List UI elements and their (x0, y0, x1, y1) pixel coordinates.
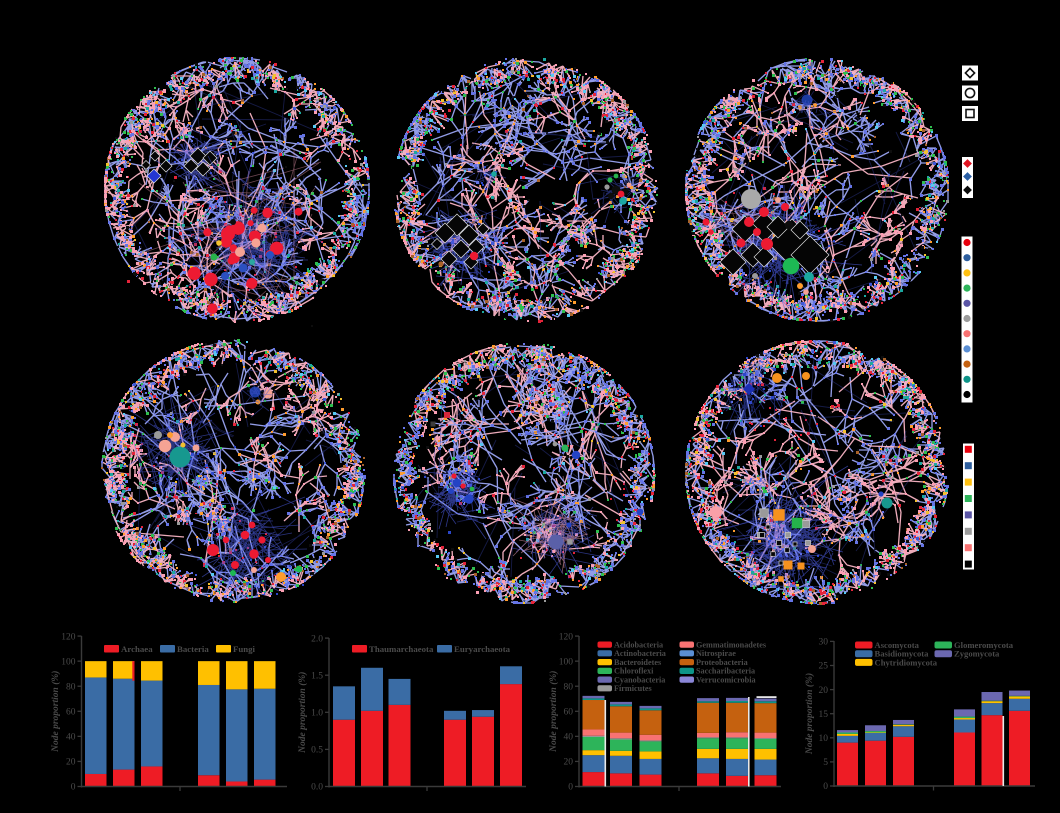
svg-text:60: 60 (66, 707, 76, 717)
svg-text:120: 120 (61, 632, 76, 642)
svg-text:120: 120 (559, 632, 574, 642)
svg-text:15: 15 (819, 710, 829, 720)
svg-text:Nitrospirae: Nitrospirae (696, 649, 736, 658)
svg-text:80: 80 (564, 682, 574, 692)
svg-text:Cyanobacteria: Cyanobacteria (614, 675, 665, 684)
svg-text:Archaea: Archaea (121, 644, 153, 654)
svg-text:0: 0 (823, 782, 828, 792)
svg-text:0: 0 (71, 783, 76, 793)
svg-text:30: 30 (819, 638, 829, 648)
svg-text:5: 5 (823, 758, 828, 768)
svg-text:20: 20 (66, 758, 76, 768)
svg-text:Gemmatimonadetes: Gemmatimonadetes (696, 640, 766, 649)
svg-text:20: 20 (564, 758, 574, 768)
svg-text:Glomeromycota: Glomeromycota (954, 640, 1014, 650)
svg-text:Basidiomycota: Basidiomycota (875, 649, 930, 659)
svg-text:40: 40 (564, 733, 574, 743)
svg-text:Node proportion (%): Node proportion (%) (297, 672, 308, 754)
svg-text:Firmicutes: Firmicutes (614, 684, 652, 693)
svg-text:100: 100 (61, 657, 76, 667)
svg-text:Acidobacteria: Acidobacteria (614, 640, 663, 649)
svg-text:Fungi: Fungi (233, 644, 256, 654)
svg-text:Node proportion (%): Node proportion (%) (548, 671, 559, 753)
svg-text:0.5: 0.5 (311, 746, 323, 756)
svg-text:1.0: 1.0 (311, 709, 323, 719)
svg-text:Zygomycota: Zygomycota (954, 649, 1000, 659)
svg-text:Euryarchaeota: Euryarchaeota (454, 644, 511, 654)
svg-text:Ascomycota: Ascomycota (875, 640, 920, 650)
svg-text:2.0: 2.0 (311, 634, 323, 644)
svg-text:Node proportion (%): Node proportion (%) (804, 673, 815, 755)
svg-text:0: 0 (568, 783, 573, 793)
svg-text:Chloroflexi: Chloroflexi (614, 667, 654, 676)
svg-text:0.0: 0.0 (311, 783, 323, 793)
svg-text:100: 100 (559, 657, 574, 667)
svg-text:Actinobacteria: Actinobacteria (614, 649, 666, 658)
svg-text:Thaumarchaeota: Thaumarchaeota (369, 644, 434, 654)
svg-text:Chytridiomycota: Chytridiomycota (875, 657, 938, 667)
svg-text:40: 40 (66, 733, 76, 743)
svg-text:25: 25 (819, 662, 829, 672)
svg-text:10: 10 (819, 734, 829, 744)
svg-text:Verrucomicrobia: Verrucomicrobia (696, 675, 756, 684)
svg-text:1.5: 1.5 (311, 671, 323, 681)
svg-text:Bacteria: Bacteria (177, 644, 209, 654)
svg-text:Proteobacteria: Proteobacteria (696, 658, 748, 667)
svg-text:Saccharibacteria: Saccharibacteria (696, 667, 755, 676)
svg-text:Node proportion (%): Node proportion (%) (50, 671, 61, 753)
svg-text:20: 20 (819, 686, 829, 696)
svg-text:Bacteroidetes: Bacteroidetes (614, 658, 661, 667)
svg-text:60: 60 (564, 707, 574, 717)
svg-text:80: 80 (66, 682, 76, 692)
